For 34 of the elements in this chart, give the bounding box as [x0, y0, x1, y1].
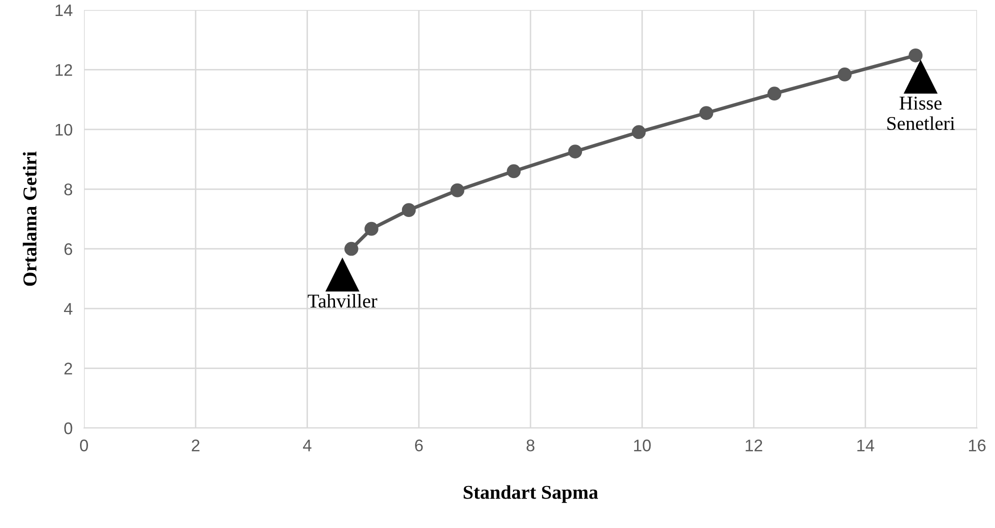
point	[904, 60, 938, 94]
x-tick-label: 6	[415, 440, 423, 452]
point	[344, 242, 358, 256]
y-tick-label: 10	[56, 124, 72, 136]
y-tick-label: 8	[64, 184, 72, 196]
point	[568, 144, 582, 158]
point	[632, 125, 646, 140]
x-tick-label: 12	[746, 440, 762, 452]
annotation: Hisse Senetleri	[887, 96, 955, 130]
y-tick-label: 14	[56, 4, 72, 16]
point	[450, 183, 464, 198]
x-tick-label: 2	[192, 440, 200, 452]
point	[402, 203, 416, 217]
point	[838, 68, 852, 82]
x-tick-label: 0	[80, 440, 88, 452]
y-axis-title: Ortalama Getiri	[22, 152, 37, 286]
x-tick-label: 10	[634, 440, 651, 452]
point	[767, 86, 782, 101]
y-tick-label: 2	[64, 362, 72, 374]
point	[325, 258, 360, 292]
x-tick-label: 8	[526, 440, 534, 452]
point	[699, 106, 714, 120]
point	[908, 48, 923, 62]
point	[364, 222, 378, 236]
annotation: Tahviller	[308, 294, 378, 308]
x-tick-label: 4	[303, 440, 312, 452]
x-axis-title: Standart Sapma	[464, 485, 598, 503]
y-tick-label: 0	[64, 422, 72, 434]
y-tick-label: 12	[56, 64, 72, 76]
x-tick-label: 14	[857, 440, 874, 452]
point	[506, 164, 521, 178]
y-tick-label: 6	[64, 243, 72, 256]
x-tick-label: 16	[969, 440, 986, 452]
y-tick-label: 4	[64, 303, 72, 315]
